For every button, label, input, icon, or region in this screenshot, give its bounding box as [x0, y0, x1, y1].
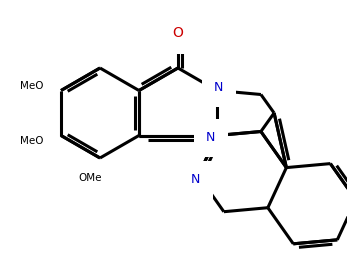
Text: N: N — [191, 173, 200, 186]
Text: MeO: MeO — [19, 135, 43, 146]
Text: OMe: OMe — [78, 173, 102, 183]
Text: N: N — [214, 81, 223, 94]
Text: N: N — [206, 131, 215, 144]
Text: O: O — [172, 26, 183, 40]
Text: MeO: MeO — [19, 81, 43, 90]
